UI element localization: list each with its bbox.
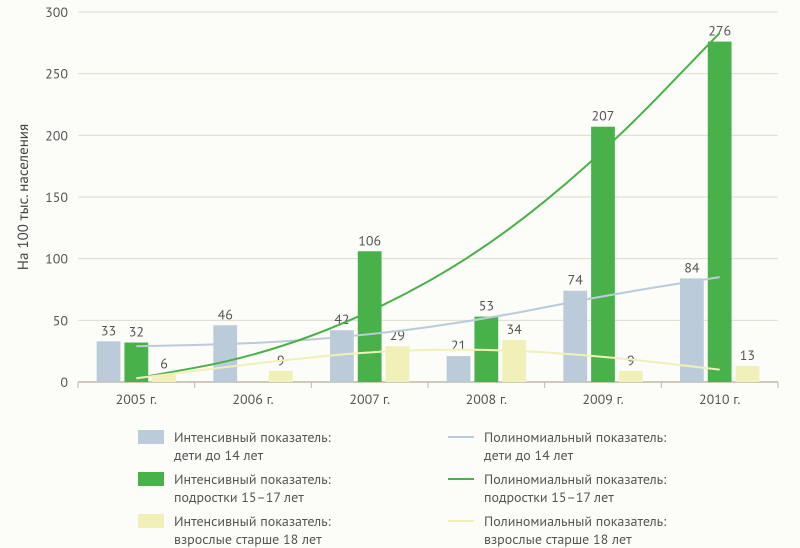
y-tick: 300 bbox=[45, 3, 68, 21]
bar-teens bbox=[358, 251, 382, 382]
bar-value-teens: 106 bbox=[358, 231, 381, 249]
bar-adults bbox=[269, 371, 293, 382]
bar-value-adults: 13 bbox=[740, 346, 755, 364]
bar-value-teens: 32 bbox=[129, 323, 144, 341]
x-category: 2009 г. bbox=[582, 390, 623, 408]
legend-label: подростки 15–17 лет bbox=[484, 488, 614, 506]
legend-label: Полиномиальный показатель: bbox=[484, 512, 666, 530]
bar-value-adults: 29 bbox=[390, 326, 405, 344]
legend-swatch bbox=[138, 430, 164, 444]
bar-value-adults: 6 bbox=[160, 355, 168, 373]
legend-label: Интенсивный показатель: bbox=[174, 470, 331, 488]
bar-value-teens: 207 bbox=[592, 107, 615, 125]
bar-adults bbox=[619, 371, 643, 382]
x-category: 2006 г. bbox=[232, 390, 273, 408]
legend-label: Интенсивный показатель: bbox=[174, 428, 331, 446]
legend-label: дети до 14 лет bbox=[174, 446, 264, 464]
legend-label: Полиномиальный показатель: bbox=[484, 428, 666, 446]
bar-value-teens: 53 bbox=[479, 297, 494, 315]
x-category: 2005 г. bbox=[116, 390, 157, 408]
bar-children bbox=[563, 291, 587, 382]
bar-value-children: 74 bbox=[568, 271, 584, 289]
legend-swatch bbox=[138, 514, 164, 528]
legend-label: взрослые старше 18 лет bbox=[174, 530, 322, 548]
x-category: 2007 г. bbox=[349, 390, 390, 408]
y-tick: 150 bbox=[45, 188, 68, 206]
bar-value-children: 33 bbox=[101, 321, 116, 339]
bar-children bbox=[447, 356, 471, 382]
y-tick: 100 bbox=[45, 250, 68, 268]
y-tick: 50 bbox=[53, 311, 69, 329]
bar-value-children: 46 bbox=[218, 305, 233, 323]
y-tick: 250 bbox=[45, 65, 68, 83]
bar-value-children: 84 bbox=[684, 258, 700, 276]
bar-teens bbox=[708, 42, 732, 382]
legend-label: подростки 15–17 лет bbox=[174, 488, 304, 506]
bar-adults bbox=[736, 366, 760, 382]
y-tick: 200 bbox=[45, 126, 68, 144]
x-category: 2008 г. bbox=[466, 390, 507, 408]
legend-label: Полиномиальный показатель: bbox=[484, 470, 666, 488]
y-tick: 0 bbox=[60, 373, 68, 391]
bar-value-children: 21 bbox=[451, 336, 466, 354]
legend-label: дети до 14 лет bbox=[484, 446, 574, 464]
legend-label: взрослые старше 18 лет bbox=[484, 530, 632, 548]
bar-value-teens: 276 bbox=[708, 22, 731, 40]
bar-teens bbox=[591, 127, 615, 382]
legend-label: Интенсивный показатель: bbox=[174, 512, 331, 530]
combo-chart: 0 50 100 150 200 250 300 На 100 тыс. населения 2… bbox=[0, 0, 800, 548]
legend-swatch bbox=[138, 472, 164, 486]
y-axis-label: На 100 тыс. населения bbox=[14, 124, 33, 270]
bar-children bbox=[213, 325, 237, 382]
x-category: 2010 г. bbox=[699, 390, 740, 408]
bar-children bbox=[97, 341, 121, 382]
bar-adults bbox=[502, 340, 526, 382]
bar-value-adults: 34 bbox=[506, 320, 522, 338]
